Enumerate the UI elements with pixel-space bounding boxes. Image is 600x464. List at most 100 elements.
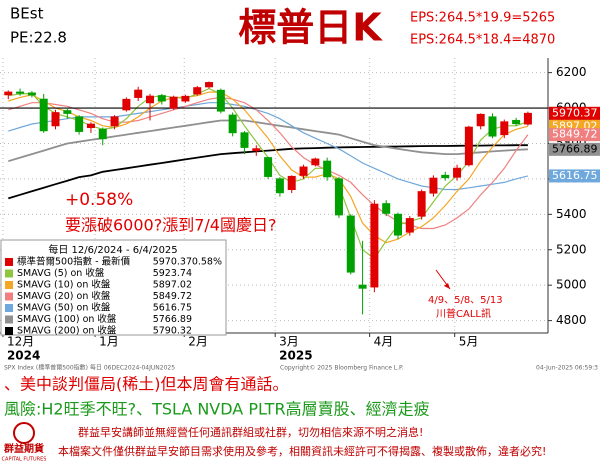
candle-body [145, 95, 154, 104]
chart-title: 標普日K [238, 6, 383, 50]
legend-swatch [5, 327, 13, 335]
x-tick-label: 12月 [7, 335, 34, 349]
legend-title: 每日 12/6/2024 - 6/4/2025 [48, 243, 177, 256]
legend-label: SMAVG (5) on 收盤 [17, 267, 105, 279]
value-tag-label: 5849.72 [552, 128, 598, 141]
candle-body [405, 218, 414, 233]
value-tag [549, 142, 600, 156]
candle-body [488, 116, 497, 137]
candle-body [358, 284, 367, 289]
value-tag [549, 169, 600, 183]
source: Copyright© 2025 Bloomberg Finance L.P. [280, 365, 404, 372]
x-tick-label: 1月 [99, 335, 119, 349]
legend-value: 5790.32 [153, 326, 192, 337]
legend-label: SMAVG (100) on 收盤 [17, 313, 117, 325]
candle-body [299, 166, 308, 176]
legend-value: 5849.72 [153, 291, 192, 302]
candle-body [228, 114, 237, 134]
x-year-label: 2024 [7, 349, 40, 363]
candle-body [453, 167, 462, 178]
candle-body [39, 98, 48, 132]
candle-body [500, 121, 509, 136]
candle-body [394, 213, 403, 236]
candle-body [27, 92, 36, 96]
candle-body [110, 116, 119, 127]
legend-swatch [5, 304, 13, 312]
candle-body [51, 112, 60, 127]
candle-body [86, 123, 95, 129]
candle-body [275, 178, 284, 194]
candle-body [264, 157, 273, 177]
legend-label: SMAVG (50) on 收盤 [17, 302, 111, 314]
legend-swatch [5, 281, 13, 289]
ma-line [8, 119, 528, 163]
candle-body [382, 203, 391, 214]
header-text: PE:22.8 [10, 29, 67, 47]
header-text: BEst [10, 5, 44, 23]
y-tick-label: 6200 [556, 65, 587, 79]
legend-value: 5923.74 [153, 268, 192, 279]
x-tick-label: 4月 [374, 335, 394, 349]
candle-body [346, 215, 355, 273]
value-tag [549, 106, 600, 120]
legend-value: 5766.89 [153, 314, 192, 325]
value-tag-label: 5766.89 [552, 142, 598, 155]
candle-body [157, 95, 166, 102]
candle-body [134, 89, 143, 98]
logo: 群益期貨 [4, 442, 44, 455]
candle-body [417, 191, 426, 217]
disclaimer: 群益早安講師並無經營任何通訊群組或社群，切勿相信來源不明之消息! [78, 425, 423, 439]
note: 風險:H2旺季不旺?、TSLA NVDA PLTR高層賣股、經濟走疲 [4, 400, 430, 419]
candle-body [429, 177, 438, 194]
logo-sub: CAPITAL FUTURES [2, 457, 47, 463]
y-tick-label: 5200 [556, 242, 587, 256]
source: 04-Jun-2025 06:59:3 [536, 365, 598, 372]
legend-value: 5897.02 [153, 280, 192, 291]
ma-line [8, 96, 529, 230]
candle-body [523, 112, 532, 125]
candle-body [169, 96, 178, 109]
ma-line [8, 91, 529, 244]
value-tag-label: 5970.37 [552, 106, 598, 119]
candle-body [75, 116, 84, 132]
legend-value: 5970.37 [153, 257, 192, 268]
candle-body [287, 175, 296, 191]
value-tag [549, 128, 600, 142]
legend-change: 0.58% [192, 257, 222, 268]
candle-body [370, 203, 379, 288]
legend-box [0, 239, 227, 336]
candle-body [193, 87, 202, 95]
legend-label: SMAVG (10) on 收盤 [17, 279, 111, 291]
candle-body [323, 160, 332, 178]
legend-swatch [5, 315, 13, 324]
annotation: 川普CALL訊 [436, 307, 491, 320]
candle-body [464, 126, 473, 166]
y-tick-label: 5400 [556, 207, 587, 221]
note: 、美中談判僵局(稀土)但本周會有通話。 [4, 375, 289, 394]
legend-value: 5616.75 [153, 303, 192, 314]
annotation: 要漲破6000?漲到7/4國慶日? [65, 216, 276, 235]
candle-body [122, 98, 131, 111]
legend-label: 標準普爾500指數 - 最新價 [17, 256, 131, 268]
x-tick-label: 2月 [188, 335, 208, 349]
x-tick-label: 5月 [459, 335, 479, 349]
y-tick-label: 4800 [556, 313, 587, 327]
annotation: +0.58% [65, 190, 133, 210]
candle-body [4, 91, 13, 96]
legend-swatch [5, 269, 13, 278]
candle-body [441, 174, 450, 179]
candle-body [205, 82, 214, 88]
source: SPX Index (標準普爾500指數) 每日 06DEC2024-04JUN… [4, 364, 175, 372]
candle-body [476, 113, 485, 127]
candle-body [240, 132, 249, 148]
candle-body [311, 158, 320, 166]
candle-body [181, 95, 190, 102]
eps-text: EPS:264.5*19.9=5265 [410, 11, 555, 26]
ma-line [8, 102, 529, 191]
disclaimer: 本檔案文件僅供群益早安節目需求使用及參考，相關資訊未經許可不得揭露、複製或散佈，… [58, 444, 546, 458]
candle-body [252, 148, 261, 152]
legend-swatch [5, 258, 13, 266]
eps-text: EPS:264.5*18.4=4870 [410, 33, 555, 48]
value-tag-label: 5616.75 [552, 169, 598, 182]
